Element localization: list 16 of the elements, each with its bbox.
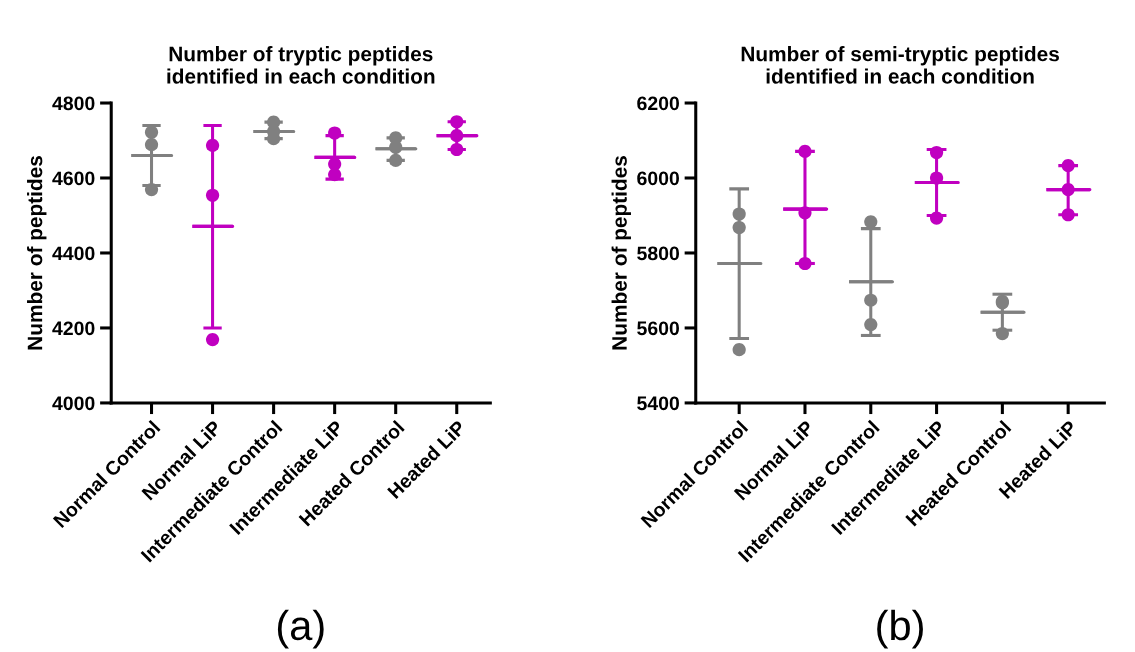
text: (a)	[277, 609, 324, 649]
y-axis-title: Number of peptides	[611, 156, 631, 350]
y-axis-title: Number of peptides	[27, 156, 47, 350]
y-tick-label: 4600	[52, 171, 95, 186]
chart-title: Number of tryptic peptides identified in each condition	[167, 46, 435, 84]
y-tick-label: 6200	[637, 96, 679, 111]
y-tick-label: 4400	[52, 246, 95, 261]
y-tick-label: 4000	[52, 396, 95, 411]
chart-title: Number of semi-tryptic peptides identified in each condition	[741, 46, 1059, 84]
y-tick-label: 4200	[52, 321, 95, 336]
y-tick-label: 5600	[637, 321, 679, 336]
y-tick-label: 4800	[52, 96, 95, 111]
text: (b)	[877, 609, 923, 649]
y-tick-label: 6000	[637, 171, 679, 186]
y-tick-label: 5800	[637, 246, 679, 261]
y-tick-label: 5400	[637, 396, 679, 411]
